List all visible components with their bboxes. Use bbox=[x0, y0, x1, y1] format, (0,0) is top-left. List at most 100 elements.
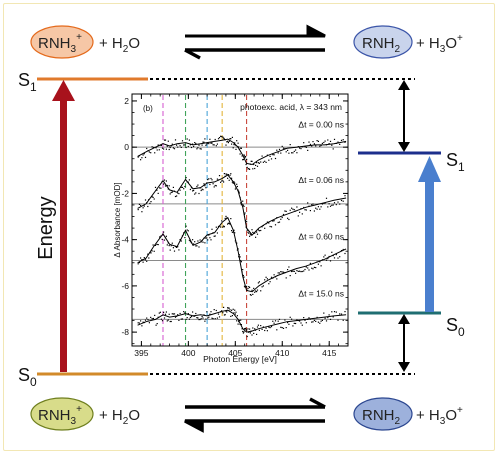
data-point bbox=[323, 202, 325, 204]
data-point bbox=[181, 186, 184, 188]
data-point bbox=[171, 143, 173, 145]
data-point bbox=[213, 144, 215, 146]
data-point bbox=[248, 232, 250, 234]
data-point bbox=[143, 205, 145, 207]
data-point bbox=[264, 329, 266, 332]
data-point bbox=[152, 317, 154, 320]
data-point bbox=[248, 331, 250, 333]
data-point bbox=[180, 240, 182, 242]
data-point bbox=[254, 328, 256, 330]
data-point bbox=[164, 237, 167, 239]
water-bottom-sub: 2 bbox=[123, 416, 129, 427]
data-point bbox=[200, 241, 202, 243]
data-point bbox=[215, 145, 217, 147]
data-point bbox=[171, 313, 173, 315]
data-point bbox=[163, 179, 166, 181]
data-point bbox=[296, 319, 298, 321]
data-point bbox=[222, 136, 224, 138]
s1-gap-double-arrow bbox=[398, 80, 410, 152]
data-point bbox=[278, 318, 281, 320]
data-point bbox=[231, 309, 233, 311]
data-point bbox=[244, 212, 246, 214]
data-point bbox=[223, 314, 225, 316]
data-point bbox=[174, 139, 177, 141]
data-point bbox=[207, 142, 209, 144]
data-point bbox=[144, 199, 147, 201]
data-point bbox=[158, 312, 160, 314]
data-point bbox=[153, 198, 155, 200]
data-point bbox=[240, 147, 242, 149]
data-point bbox=[249, 332, 251, 334]
data-point bbox=[204, 138, 206, 140]
data-point bbox=[148, 151, 150, 153]
water-bottom-end: O bbox=[128, 407, 140, 424]
data-point bbox=[242, 159, 244, 161]
data-point bbox=[234, 309, 236, 311]
data-point bbox=[208, 178, 210, 180]
data-point bbox=[266, 154, 268, 156]
left-s1-label: S bbox=[18, 70, 30, 90]
data-point bbox=[188, 318, 190, 320]
data-point bbox=[217, 138, 220, 140]
data-point bbox=[173, 148, 176, 150]
data-point bbox=[157, 192, 159, 194]
data-point bbox=[299, 211, 301, 213]
data-point bbox=[265, 161, 267, 163]
data-point bbox=[154, 152, 156, 154]
data-point bbox=[335, 204, 337, 206]
data-point bbox=[329, 318, 332, 320]
data-point bbox=[320, 144, 322, 147]
data-point bbox=[252, 293, 254, 295]
data-point bbox=[339, 203, 341, 205]
data-point bbox=[183, 188, 185, 190]
data-point bbox=[253, 287, 255, 289]
data-point bbox=[170, 191, 172, 194]
data-point bbox=[223, 226, 225, 228]
data-point bbox=[210, 239, 212, 241]
data-point bbox=[224, 217, 226, 219]
data-point bbox=[264, 279, 266, 281]
data-point bbox=[321, 203, 323, 205]
data-point bbox=[173, 313, 176, 315]
axes: 395 400 405 410 415 2 0 -2 -4 -6 -8 bbox=[121, 94, 349, 358]
data-point bbox=[335, 142, 337, 144]
base-excitation-arrow bbox=[418, 156, 441, 312]
energy-levels: S1 S0 S1 S0 Energy bbox=[18, 70, 465, 389]
data-point bbox=[137, 322, 139, 324]
data-point bbox=[251, 229, 253, 231]
data-point bbox=[268, 222, 270, 224]
y-tick-label: 0 bbox=[124, 142, 129, 152]
data-point bbox=[288, 323, 290, 325]
data-point bbox=[234, 142, 236, 144]
data-point bbox=[274, 157, 277, 160]
data-point bbox=[171, 242, 173, 244]
data-point bbox=[236, 140, 238, 142]
data-point bbox=[236, 185, 238, 188]
data-point bbox=[307, 267, 309, 269]
data-point bbox=[282, 213, 285, 216]
data-point bbox=[256, 231, 258, 233]
data-point bbox=[280, 326, 282, 328]
data-point bbox=[311, 204, 313, 206]
data-point bbox=[258, 281, 260, 283]
data-point bbox=[253, 163, 255, 166]
data-point bbox=[153, 250, 155, 252]
data-point bbox=[140, 159, 142, 161]
data-point bbox=[299, 320, 301, 322]
data-point bbox=[174, 195, 177, 198]
data-point bbox=[199, 318, 201, 321]
x-tick-label: 400 bbox=[181, 348, 195, 358]
data-point bbox=[287, 149, 289, 151]
data-point bbox=[245, 328, 247, 330]
data-point bbox=[232, 308, 234, 310]
data-point bbox=[177, 146, 179, 148]
data-point bbox=[181, 318, 184, 320]
data-point bbox=[312, 141, 314, 143]
data-point bbox=[223, 181, 225, 183]
data-point bbox=[249, 235, 251, 237]
data-point bbox=[300, 208, 302, 210]
data-point bbox=[291, 207, 293, 209]
data-point bbox=[304, 145, 306, 148]
data-point bbox=[333, 202, 336, 204]
data-point bbox=[238, 190, 240, 192]
